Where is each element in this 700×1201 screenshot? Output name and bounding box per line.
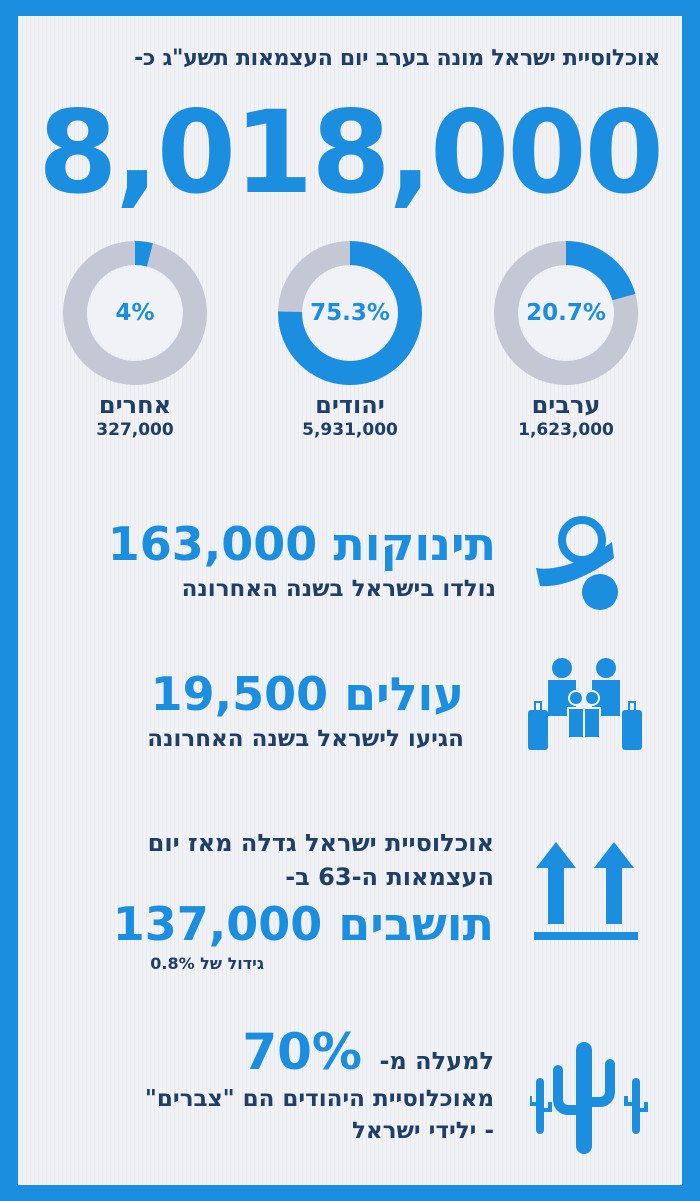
growth-line2: העצמאות ה-63 ב-: [285, 863, 494, 891]
label-jews: יהודים: [315, 391, 385, 419]
label-arabs: ערבים: [531, 391, 601, 419]
sabras-line3: - ילידי ישראל: [351, 1118, 494, 1144]
label-others: אחרים: [98, 391, 172, 419]
count-others: 327,000: [96, 420, 174, 440]
donut-arc-others: [63, 241, 207, 385]
donut-arc-arabs: [494, 241, 638, 385]
growth-headline: תושבים 137,000: [113, 896, 494, 952]
sabras-line2: מאוכלוסיית היהודים הם "צברים": [144, 1086, 494, 1112]
growth-note: גידול של 0.8%: [150, 954, 264, 973]
pacifier-icon: [530, 514, 620, 618]
immigrants-caption: הגיעו לישראל בשנה האחרונה: [147, 726, 464, 752]
growth-line1: אוכלוסיית ישראל גדלה מאז יום: [147, 829, 494, 857]
sabras-headline: למעלה מ- 70%: [242, 1024, 494, 1089]
births-headline: תינוקות 163,000: [108, 516, 496, 572]
sabras-prefix: למעלה מ-: [379, 1047, 494, 1075]
count-jews: 5,931,000: [302, 420, 398, 440]
donut-arabs: 20.7%: [494, 241, 638, 385]
immigrants-word: עולים: [344, 667, 464, 721]
donut-percent-others: 4%: [115, 300, 155, 326]
arrows-up-icon: [534, 838, 640, 946]
donut-percent-jews: 75.3%: [310, 300, 390, 326]
total-population: 8,018,000: [38, 86, 664, 219]
donut-others: 4%: [63, 241, 207, 385]
donut-percent-arabs: 20.7%: [526, 300, 606, 326]
infographic-panel: אוכלוסיית ישראל מונה בערב יום העצמאות תש…: [18, 16, 682, 1185]
births-number: 163,000: [107, 517, 318, 571]
growth-word: תושבים: [338, 897, 494, 951]
growth-number: 137,000: [112, 897, 323, 951]
donut-jews: 75.3%: [278, 241, 422, 385]
births-caption: נולדו בישראל בשנה האחרונה: [181, 576, 496, 602]
immigrants-number: 19,500: [150, 667, 329, 721]
immigrants-headline: עולים 19,500: [151, 666, 464, 722]
donut-arc-jews: [278, 241, 422, 385]
header-text: אוכלוסיית ישראל מונה בערב יום העצמאות תש…: [134, 46, 660, 71]
count-arabs: 1,623,000: [518, 420, 614, 440]
cactus-icon: [528, 1040, 650, 1160]
sabras-percent: 70%: [242, 1023, 363, 1081]
births-word: תינוקות: [333, 517, 496, 571]
family-luggage-icon: [526, 656, 648, 762]
